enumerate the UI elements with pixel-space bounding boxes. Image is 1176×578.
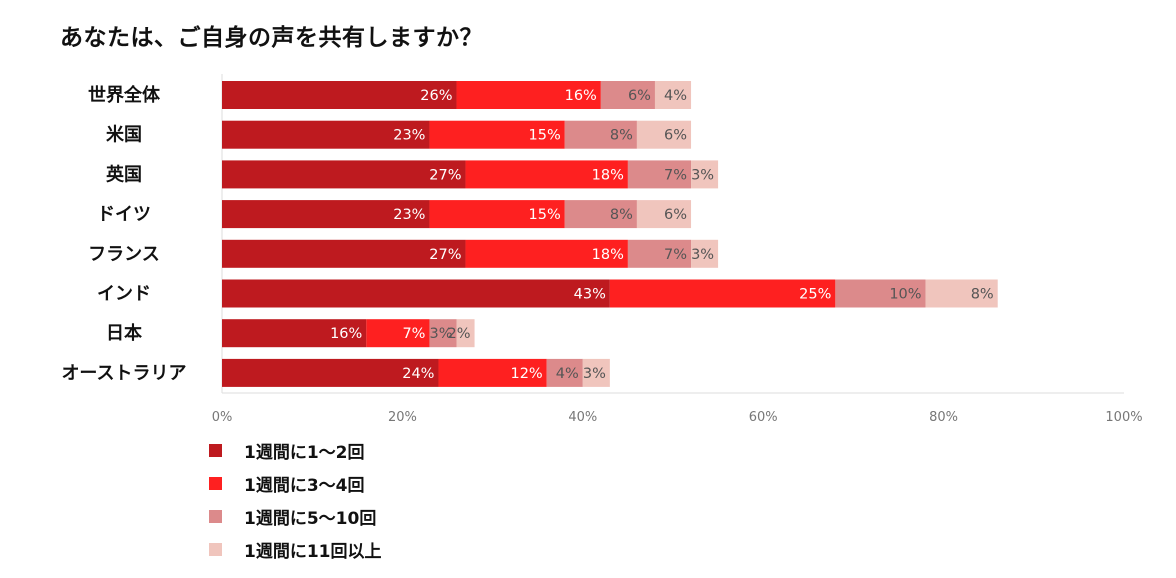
data-label: 43% xyxy=(574,287,606,303)
bar-segment xyxy=(600,81,655,109)
category-label: ドイツ xyxy=(97,204,151,225)
bar-segment xyxy=(691,160,719,189)
x-tick-label: 80% xyxy=(929,410,958,425)
bar-segment xyxy=(627,239,692,268)
bar-segment xyxy=(222,160,466,189)
bar-segment xyxy=(222,81,457,109)
bar-segment xyxy=(222,239,466,268)
legend-swatch xyxy=(209,543,222,556)
legend-swatch xyxy=(209,477,222,490)
legend-label: 1週間に1〜2回 xyxy=(244,443,365,463)
legend-swatch xyxy=(209,510,222,523)
data-label: 8% xyxy=(610,207,633,223)
legend-label: 1週間に5〜10回 xyxy=(244,509,377,529)
data-label: 7% xyxy=(664,167,687,183)
bar-segment xyxy=(429,120,565,149)
data-label: 25% xyxy=(799,287,831,303)
data-label: 12% xyxy=(510,366,542,382)
category-label: 世界全体 xyxy=(88,84,161,106)
data-label: 27% xyxy=(429,167,461,183)
data-label: 15% xyxy=(529,207,561,223)
data-label: 8% xyxy=(971,287,994,303)
bar-segment xyxy=(465,160,628,189)
bar-segment xyxy=(627,160,692,189)
data-label: 26% xyxy=(420,88,452,104)
data-label: 4% xyxy=(556,366,579,382)
data-label: 16% xyxy=(565,88,597,104)
data-label: 3% xyxy=(583,366,606,382)
data-label: 6% xyxy=(664,128,687,144)
legend-item: 1週間に11回以上 xyxy=(209,533,382,566)
data-label: 16% xyxy=(330,326,362,342)
data-label: 7% xyxy=(402,326,425,342)
category-label: 日本 xyxy=(106,322,142,344)
bar-segment xyxy=(636,200,692,229)
bar-segment xyxy=(564,120,637,149)
bar-segment xyxy=(582,358,610,387)
x-tick-label: 60% xyxy=(749,410,778,425)
data-label: 4% xyxy=(664,88,687,104)
bar-segment xyxy=(609,279,836,308)
x-tick-label: 40% xyxy=(568,410,597,425)
data-label: 24% xyxy=(402,366,434,382)
bar-segment xyxy=(429,319,457,348)
data-label: 3% xyxy=(691,167,714,183)
x-tick-label: 100% xyxy=(1105,410,1142,425)
data-label: 6% xyxy=(664,207,687,223)
data-label: 15% xyxy=(529,128,561,144)
legend-swatch xyxy=(209,444,222,457)
bar-segment xyxy=(456,319,475,348)
bar-segment xyxy=(222,279,610,308)
bar-segment xyxy=(456,81,601,109)
bar-segment xyxy=(222,319,367,348)
legend-item: 1週間に5〜10回 xyxy=(209,500,382,533)
data-label: 6% xyxy=(628,88,651,104)
data-label: 7% xyxy=(664,247,687,263)
bar-segment xyxy=(222,120,430,149)
category-label: 英国 xyxy=(105,163,142,185)
bar-segment xyxy=(835,279,926,308)
bar-segment xyxy=(429,200,565,229)
data-label: 23% xyxy=(393,207,425,223)
x-tick-label: 20% xyxy=(388,410,417,425)
legend-item: 1週間に3〜4回 xyxy=(209,467,382,500)
bar-segment xyxy=(654,81,692,109)
data-label: 3% xyxy=(430,326,453,342)
bar-chart-plot: 0% 20% 40% 60% 80% 100% 世界全体 26% 16% 6% 4% 米国 23% 15%… xyxy=(61,74,1143,425)
legend-label: 1週間に3〜4回 xyxy=(244,476,365,496)
legend-label: 1週間に11回以上 xyxy=(244,542,382,562)
data-label: 23% xyxy=(393,128,425,144)
bar-segment xyxy=(564,200,637,229)
data-label: 27% xyxy=(429,247,461,263)
bar-segment xyxy=(925,279,998,308)
bar-segment xyxy=(546,358,583,387)
x-tick-label: 0% xyxy=(212,410,233,425)
data-label: 18% xyxy=(592,167,624,183)
bar-segment xyxy=(636,120,692,149)
category-label: オーストラリア xyxy=(61,363,186,384)
category-label: インド xyxy=(97,284,151,305)
bar-segment xyxy=(366,319,430,348)
data-label: 8% xyxy=(610,128,633,144)
data-label: 2% xyxy=(448,326,471,342)
chart-legend: 1週間に1〜2回 1週間に3〜4回 1週間に5〜10回 1週間に11回以上 xyxy=(209,434,382,566)
bar-segment xyxy=(438,358,547,387)
bar-segment xyxy=(465,239,628,268)
bar-segment xyxy=(222,358,439,387)
legend-item: 1週間に1〜2回 xyxy=(209,434,382,467)
bar-segment xyxy=(222,200,430,229)
data-label: 18% xyxy=(592,247,624,263)
data-label: 10% xyxy=(889,287,921,303)
category-label: 米国 xyxy=(106,124,142,146)
bar-segment xyxy=(691,239,719,268)
data-label: 3% xyxy=(691,247,714,263)
chart-title: あなたは、ご自身の声を共有しますか？ xyxy=(60,25,483,51)
category-label: フランス xyxy=(88,244,160,265)
